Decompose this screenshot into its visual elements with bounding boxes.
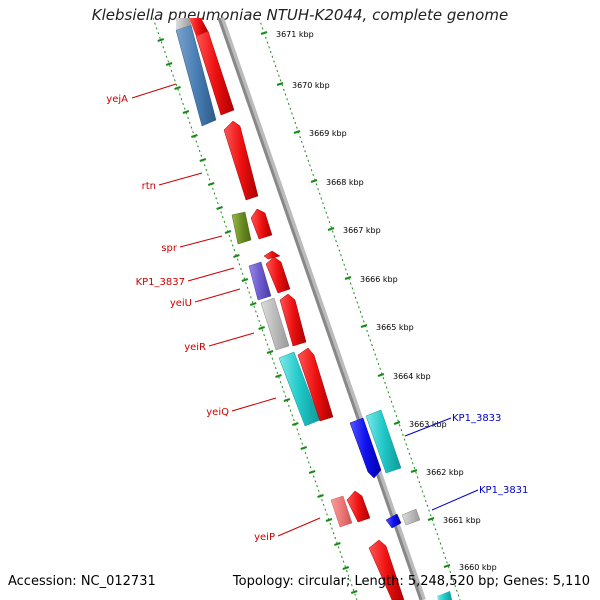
scale-tick-mark xyxy=(344,276,352,280)
outer-dotted-boundary-left xyxy=(152,17,358,600)
scale-tick-mark xyxy=(260,31,268,35)
gene-bottom-cyan[interactable] xyxy=(437,591,452,600)
gene-label-leader xyxy=(158,172,203,186)
gene-label-left[interactable]: spr xyxy=(161,243,178,254)
minor-tick-mark xyxy=(249,302,257,306)
minor-tick-mark xyxy=(165,62,173,66)
gene-spr[interactable] xyxy=(231,211,252,245)
gene-fwd-bottom[interactable] xyxy=(368,539,405,600)
gene-label-left[interactable]: yeiQ xyxy=(206,407,229,418)
gene-KP1_3833-b[interactable] xyxy=(365,409,402,474)
gene-label-left[interactable]: KP1_3837 xyxy=(136,277,185,288)
minor-tick-mark xyxy=(157,38,165,42)
gene-label-leader xyxy=(431,489,479,511)
right-gene-labels: KP1_3833 KP1_3831 xyxy=(404,413,528,511)
minor-tick-mark xyxy=(350,590,358,594)
minor-tick-mark xyxy=(174,86,181,90)
accession-text: Accession: NC_012731 xyxy=(8,574,156,589)
gene-label-leader xyxy=(187,267,235,282)
scale-tick-mark xyxy=(276,82,284,86)
minor-tick-mark xyxy=(300,446,308,450)
scale-tick-mark xyxy=(377,373,385,377)
genome-backbone xyxy=(217,17,423,600)
gene-fwd-1[interactable] xyxy=(195,30,235,116)
scale-tick-mark xyxy=(310,179,318,183)
gene-label-right[interactable]: KP1_3833 xyxy=(452,413,501,424)
genome-backbone-shadow xyxy=(218,17,426,600)
minor-ticks xyxy=(157,38,358,594)
minor-tick-mark xyxy=(199,158,207,162)
scale-tick-mark xyxy=(360,324,368,328)
scale-tick-label: 3661 kbp xyxy=(443,516,481,525)
gene-label-left[interactable]: rtn xyxy=(142,181,156,192)
gene-rtn[interactable] xyxy=(223,120,259,201)
scale-tick-label: 3668 kbp xyxy=(326,178,364,187)
gene-fwd-3[interactable] xyxy=(250,208,273,240)
gene-gray-top[interactable] xyxy=(176,18,191,30)
scale-tick-label: 3669 kbp xyxy=(309,129,347,138)
gene-fwd-top[interactable] xyxy=(189,18,208,36)
minor-tick-mark xyxy=(216,206,223,210)
scale-tick-mark xyxy=(293,130,301,134)
minor-tick-mark xyxy=(207,182,215,186)
gene-label-leader xyxy=(208,332,255,347)
minor-tick-mark xyxy=(291,422,299,426)
gene-yeiR[interactable] xyxy=(260,297,290,351)
scale-tick-label: 3667 kbp xyxy=(343,226,381,235)
minor-tick-mark xyxy=(191,134,198,138)
gene-label-leader xyxy=(194,288,241,303)
minor-tick-mark xyxy=(283,398,291,402)
gene-KP1_3837[interactable] xyxy=(248,261,272,301)
minor-tick-mark xyxy=(308,470,316,474)
gene-label-leader xyxy=(131,83,177,99)
gene-KP1_3833-a[interactable] xyxy=(349,417,382,479)
scale-tick-label: 3662 kbp xyxy=(426,468,464,477)
gene-yeiU[interactable] xyxy=(265,256,291,294)
gene-fwd-8[interactable] xyxy=(346,490,371,523)
gene-label-left[interactable]: yeiU xyxy=(170,298,192,309)
gene-yeiP[interactable] xyxy=(330,495,353,528)
gene-label-left[interactable]: yeiP xyxy=(254,532,275,543)
scale-tick-label: 3663 kbp xyxy=(409,420,447,429)
minor-tick-mark xyxy=(266,350,274,354)
gene-KP1_3831-b[interactable] xyxy=(401,508,421,526)
topology-text: Topology: circular; Length: 5,248,520 bp… xyxy=(232,574,590,589)
scale-tick-label: 3665 kbp xyxy=(376,323,414,332)
minor-tick-mark xyxy=(224,230,232,234)
gene-label-leader xyxy=(231,397,277,412)
gene-label-right[interactable]: KP1_3831 xyxy=(479,485,528,496)
minor-tick-mark xyxy=(334,542,341,546)
scale-tick-mark xyxy=(427,517,435,521)
scale-tick-label: 3671 kbp xyxy=(276,30,314,39)
gene-label-left[interactable]: yejA xyxy=(106,94,128,105)
scale-tick-mark xyxy=(393,421,401,425)
scale-tick-mark xyxy=(327,227,335,231)
minor-tick-mark xyxy=(233,254,240,258)
left-gene-labels: yejA rtn spr KP1_3837 yeiU yeiR yeiQ yeiP xyxy=(106,83,321,543)
minor-tick-mark xyxy=(342,566,350,570)
minor-tick-mark xyxy=(241,278,249,282)
gene-fwd-4[interactable] xyxy=(263,250,281,260)
gene-fwd-7[interactable] xyxy=(297,347,334,422)
scale-ticks: 3671 kbp 3670 kbp 3669 kbp 3668 kbp 3667 kbp… xyxy=(260,30,497,572)
minor-tick-mark xyxy=(275,374,282,378)
gene-label-leader xyxy=(404,417,452,437)
scale-tick-label: 3660 kbp xyxy=(459,563,497,572)
scale-tick-label: 3670 kbp xyxy=(292,81,330,90)
scale-tick-mark xyxy=(410,469,418,473)
minor-tick-mark xyxy=(317,494,324,498)
scale-tick-mark xyxy=(443,564,451,568)
minor-tick-mark xyxy=(182,110,190,114)
gene-fwd-6[interactable] xyxy=(279,293,307,347)
scale-tick-label: 3666 kbp xyxy=(360,275,398,284)
gene-KP1_3831-a[interactable] xyxy=(385,513,402,529)
scale-tick-label: 3664 kbp xyxy=(393,372,431,381)
minor-tick-mark xyxy=(258,326,265,330)
gene-label-leader xyxy=(277,517,321,537)
minor-tick-mark xyxy=(325,518,333,522)
gene-label-left[interactable]: yeiR xyxy=(184,342,206,353)
gene-label-leader xyxy=(179,235,223,248)
